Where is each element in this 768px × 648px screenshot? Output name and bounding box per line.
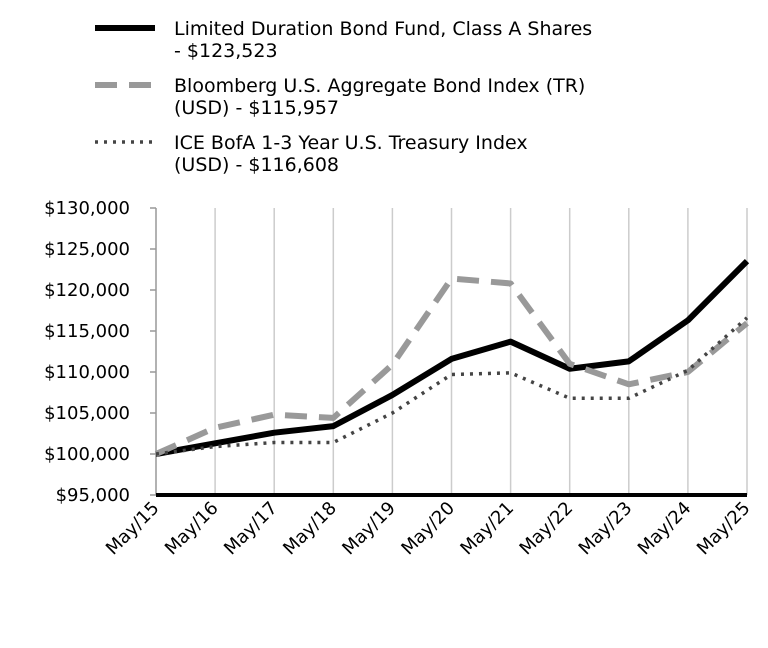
y-tick-label: $105,000 <box>44 403 130 424</box>
legend: Limited Duration Bond Fund, Class A Shar… <box>95 18 592 176</box>
x-tick-label: May/22 <box>516 498 578 560</box>
x-tick-label: May/16 <box>161 498 223 560</box>
x-tick-label: May/24 <box>634 498 696 560</box>
legend-label: Bloomberg U.S. Aggregate Bond Index (TR) <box>174 75 585 97</box>
y-tick-label: $125,000 <box>44 239 130 260</box>
y-tick-label: $115,000 <box>44 321 130 342</box>
series-lines <box>154 258 750 457</box>
y-tick-label: $95,000 <box>56 485 130 506</box>
series-line <box>155 258 750 457</box>
legend-label: (USD) - $115,957 <box>174 97 339 119</box>
x-tick-label: May/17 <box>220 498 282 560</box>
y-tick-label: $100,000 <box>44 444 130 465</box>
y-tick-label: $120,000 <box>44 280 130 301</box>
x-tick-label: May/19 <box>338 498 400 560</box>
y-axis: $95,000 $100,000 $105,000 $110,000 $115,000 $… <box>44 198 156 506</box>
x-axis: May/15May/16May/17May/18May/19May/20May/… <box>102 498 755 560</box>
series-line <box>155 316 749 456</box>
x-tick-label: May/25 <box>693 498 755 560</box>
series-line <box>154 275 749 457</box>
gridlines <box>155 208 748 495</box>
legend-label: ICE BofA 1-3 Year U.S. Treasury Index <box>174 132 528 154</box>
y-tick-label: $130,000 <box>44 198 130 219</box>
legend-label: - $123,523 <box>174 40 278 62</box>
legend-label: Limited Duration Bond Fund, Class A Shar… <box>174 18 592 40</box>
x-tick-label: May/21 <box>456 498 518 560</box>
legend-label: (USD) - $116,608 <box>174 154 339 176</box>
x-tick-label: May/15 <box>102 498 164 560</box>
x-tick-label: May/23 <box>575 498 637 560</box>
x-tick-label: May/20 <box>397 498 459 560</box>
y-tick-label: $110,000 <box>44 362 130 383</box>
x-tick-label: May/18 <box>279 498 341 560</box>
